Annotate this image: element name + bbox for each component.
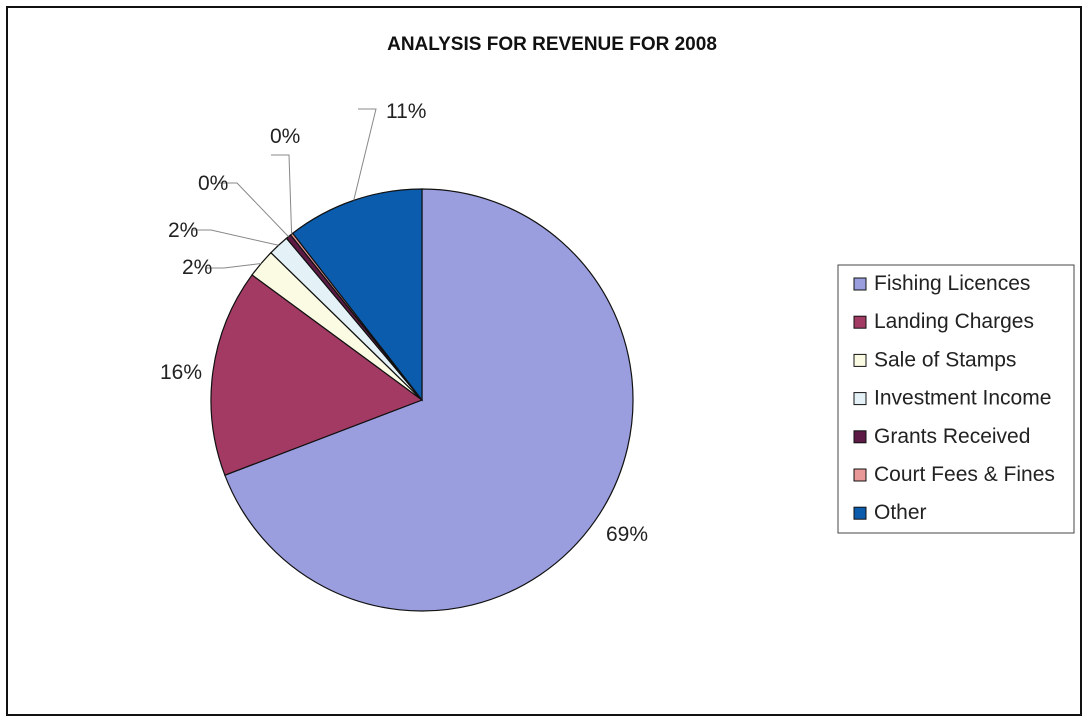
percent-label-sale-of-stamps: 2% [182,256,212,279]
percent-labels: 69% 16% 2% 2% 0% 0% 11% [160,100,648,546]
percent-label-court-fees-and-fines: 0% [270,125,300,148]
slice-landing-charges [210,274,424,476]
leader-line-court-fees-and-fines [271,154,293,235]
legend-swatch-grants-received [853,430,867,444]
legend-label-sale-of-stamps: Sale of Stamps [874,348,1016,371]
legend-label-fishing-licences: Fishing Licences [874,272,1030,295]
leader-lines [193,108,377,269]
legend-swatch-fishing-licences [853,277,867,291]
legend-label-investment-income: Investment Income [874,387,1051,410]
percent-label-fishing-licences: 69% [606,523,648,546]
legend-swatch-sale-of-stamps [853,353,867,367]
legend-swatch-investment-income [853,392,867,406]
leader-line-investment-income [193,229,279,246]
legend-swatch-other [853,506,867,520]
legend-swatch-court-fees-and-fines [853,468,867,482]
slice-fishing-licences [224,188,634,612]
leader-line-sale-of-stamps [206,263,262,269]
pie-chart: ANALYSIS FOR REVENUE FOR 2008 69% 16% 2% 2%… [160,34,1075,612]
pie-slices [210,188,634,612]
legend-label-landing-charges: Landing Charges [874,310,1034,333]
legend-label-court-fees-and-fines: Court Fees & Fines [874,463,1055,486]
leader-line-other [353,108,377,201]
legend-label-grants-received: Grants Received [874,425,1030,448]
legend: Fishing Licences Landing Charges Sale of S… [837,264,1075,534]
percent-label-investment-income: 2% [168,219,198,242]
percent-label-grants-received: 0% [198,172,228,195]
percent-label-landing-charges: 16% [160,361,202,384]
leader-line-grants-received [219,182,289,237]
legend-box [837,264,1075,534]
legend-swatch-landing-charges [853,315,867,329]
percent-label-other: 11% [386,100,426,123]
chart-title: ANALYSIS FOR REVENUE FOR 2008 [387,34,717,55]
chart-frame: ANALYSIS FOR REVENUE FOR 2008 69% 16% 2% 2%… [6,6,1082,716]
legend-label-other: Other [874,501,927,524]
